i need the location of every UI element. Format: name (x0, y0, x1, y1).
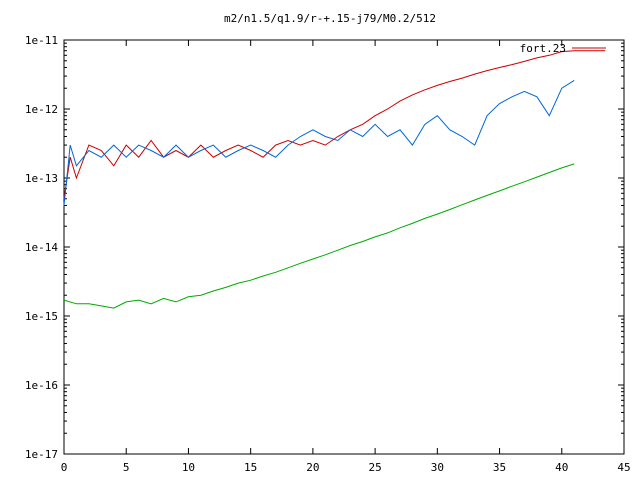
x-tick-label: 0 (61, 461, 68, 474)
x-tick-label: 25 (368, 461, 381, 474)
chart-title: m2/n1.5/q1.9/r-+.15-j79/M0.2/512 (224, 12, 436, 25)
y-tick-label: 1e-12 (25, 103, 58, 116)
x-tick-label: 45 (617, 461, 630, 474)
y-tick-label: 1e-16 (25, 379, 58, 392)
y-tick-label: 1e-11 (25, 34, 58, 47)
x-tick-label: 10 (182, 461, 195, 474)
legend: fort.23 (520, 42, 606, 55)
x-tick-label: 30 (431, 461, 444, 474)
legend-label: fort.23 (520, 42, 566, 55)
y-tick-label: 1e-15 (25, 310, 58, 323)
series-layer (63, 50, 606, 309)
series-line-1 (63, 50, 606, 199)
x-tick-label: 5 (123, 461, 130, 474)
axes-layer: 0 5 10 15 20 25 30 35 40 45 1e-17 1e-16 1e-15 1e-14 1e… (25, 34, 631, 474)
series-line-3 (63, 163, 575, 309)
y-tick-label: 1e-13 (25, 172, 58, 185)
x-tick-label: 20 (306, 461, 319, 474)
y-tick-label: 1e-17 (25, 448, 58, 461)
x-tick-label: 15 (244, 461, 257, 474)
x-tick-label: 40 (555, 461, 568, 474)
series-line-2 (63, 79, 575, 206)
x-tick-label: 35 (493, 461, 506, 474)
y-tick-label: 1e-14 (25, 241, 58, 254)
